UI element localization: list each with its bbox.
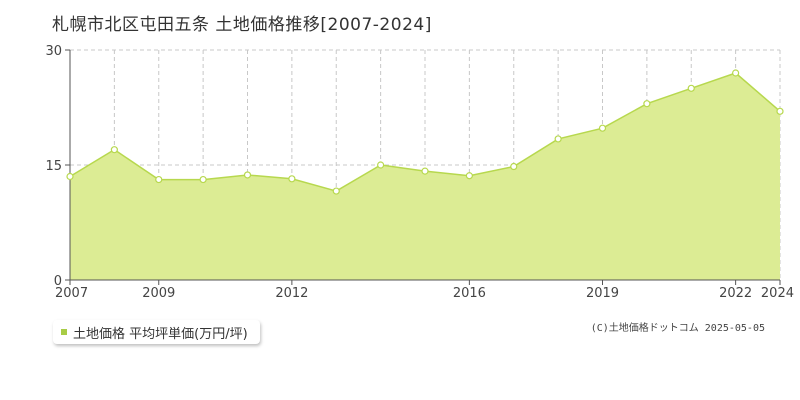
- data-point: [465, 172, 473, 180]
- x-tick-label: 2009: [142, 286, 175, 301]
- y-tick-label: 30: [45, 44, 62, 59]
- data-point: [554, 135, 562, 143]
- x-tick-label: 2022: [719, 286, 752, 301]
- data-point: [66, 172, 74, 181]
- data-point: [776, 107, 784, 115]
- x-tick-label: 2024: [761, 286, 794, 301]
- data-points: [66, 69, 784, 195]
- x-tick-label: 2012: [275, 286, 308, 301]
- data-point: [332, 187, 340, 195]
- data-point: [732, 69, 740, 77]
- area-fill: [70, 73, 780, 280]
- data-point: [598, 124, 607, 132]
- tick-labels: 0 15 30 2007 2009 2012 2016 2019 2022 2024: [45, 44, 794, 301]
- data-point: [377, 161, 385, 169]
- data-point: [199, 175, 207, 184]
- x-tick-label: 2019: [586, 286, 619, 301]
- legend-label: 土地価格 平均坪単価(万円/坪): [73, 326, 248, 342]
- legend-swatch: [61, 329, 67, 335]
- data-point: [110, 146, 118, 154]
- axes: [65, 49, 781, 285]
- data-point: [288, 175, 296, 183]
- x-tick-label: 2016: [453, 286, 486, 301]
- data-point: [243, 171, 252, 179]
- copyright-text: (C)土地価格ドットコム 2025-05-05: [590, 323, 765, 334]
- legend: 土地価格 平均坪単価(万円/坪): [53, 320, 260, 344]
- data-point: [421, 167, 429, 175]
- data-point: [510, 162, 518, 171]
- data-point: [643, 100, 651, 108]
- y-tick-label: 15: [45, 159, 62, 174]
- x-tick-label: 2007: [55, 286, 88, 301]
- data-point: [155, 175, 163, 184]
- data-point: [687, 84, 695, 92]
- y-tick-label: 0: [54, 274, 62, 289]
- chart-title: 札幌市北区屯田五条 土地価格推移[2007-2024]: [52, 15, 432, 35]
